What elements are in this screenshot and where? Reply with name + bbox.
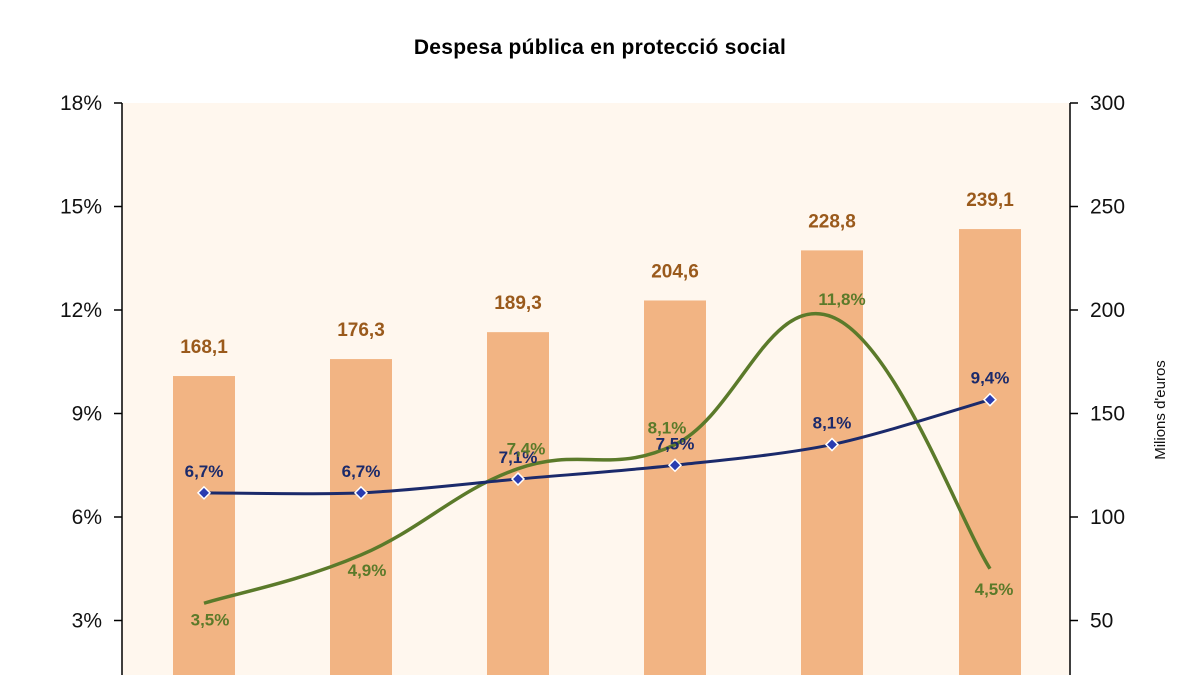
green-value-label: 8,1%: [648, 419, 687, 438]
left-tick-label: 18%: [60, 92, 102, 115]
green-value-label: 4,9%: [348, 561, 387, 580]
blue-value-label: 9,4%: [971, 369, 1010, 388]
left-tick-label: 6%: [72, 506, 102, 529]
left-tick-label: 9%: [72, 403, 102, 426]
bar-value-label: 189,3: [494, 293, 542, 314]
left-axis-ticks: 18% 15% 12% 9% 6% 3%: [60, 92, 122, 633]
right-axis-ticks: 300 250 200 150 100 50: [1070, 92, 1125, 633]
blue-value-label: 6,7%: [342, 462, 381, 481]
plot-background: [122, 103, 1070, 675]
blue-marker: [353, 485, 369, 500]
bar-value-label: 228,8: [808, 211, 856, 232]
blue-marker: [510, 471, 526, 487]
green-value-label: 4,5%: [975, 580, 1014, 599]
bar-value-label: 239,1: [966, 190, 1014, 211]
green-value-label: 11,8%: [818, 290, 865, 309]
green-series-line: [203, 312, 992, 605]
blue-marker: [196, 485, 212, 500]
bar: [487, 332, 549, 675]
blue-value-label: 7,5%: [656, 434, 695, 453]
bar: [644, 300, 706, 675]
bar: [330, 359, 392, 675]
blue-value-label: 8,1%: [813, 414, 852, 433]
bar: [959, 229, 1021, 675]
right-axis-label: Milions d'euros: [1152, 360, 1169, 460]
bar-value-label: 176,3: [337, 320, 385, 341]
green-value-label: 3,5%: [191, 610, 230, 629]
bar: [173, 376, 235, 675]
right-tick-label: 150: [1090, 403, 1125, 426]
blue-value-label: 7,1%: [499, 448, 538, 467]
right-tick-label: 250: [1090, 196, 1125, 219]
bar: [801, 250, 863, 675]
blue-marker: [824, 437, 840, 452]
blue-series-line: [203, 398, 991, 496]
data-labels: 168,1 176,3 189,3 204,6 228,8 239,1 6,7% 6,7% 7,…: [180, 190, 1014, 629]
blue-marker: [982, 392, 998, 407]
green-value-label: 7,4%: [507, 440, 546, 459]
left-tick-label: 3%: [72, 610, 102, 633]
bar-value-label: 204,6: [651, 261, 699, 282]
left-tick-label: 12%: [60, 299, 102, 322]
right-tick-label: 300: [1090, 92, 1125, 115]
right-tick-label: 200: [1090, 299, 1125, 322]
right-tick-label: 50: [1090, 610, 1113, 633]
right-tick-label: 100: [1090, 506, 1125, 529]
blue-series-markers: [196, 392, 998, 500]
blue-value-label: 6,7%: [185, 462, 224, 481]
bar-value-label: 168,1: [180, 337, 228, 358]
blue-marker: [667, 458, 683, 473]
left-tick-label: 15%: [60, 196, 102, 219]
chart-title: Despesa pública en protecció social: [413, 36, 787, 59]
bar-series: [173, 229, 1021, 675]
